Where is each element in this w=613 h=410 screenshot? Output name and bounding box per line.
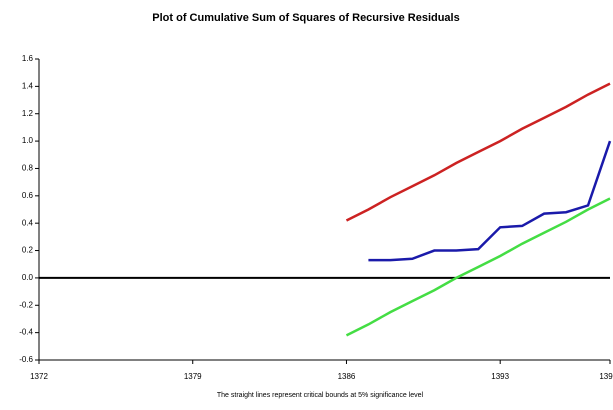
chart-title: Plot of Cumulative Sum of Squares of Rec…	[152, 12, 459, 24]
x-tick-label: 139	[599, 372, 613, 381]
y-tick-label: 0.6	[22, 191, 34, 200]
y-tick-label: 1.0	[22, 136, 34, 145]
y-tick-label: 0.0	[22, 273, 34, 282]
series-line	[368, 140, 612, 262]
y-tick-label: 1.6	[22, 54, 34, 63]
series-line	[345, 82, 611, 222]
y-tick-label: 0.8	[22, 164, 34, 173]
series-line	[345, 197, 611, 337]
y-tick-label: -0.2	[19, 300, 33, 309]
y-tick-label: -0.4	[19, 328, 33, 337]
y-tick-label: 1.4	[22, 81, 34, 90]
footnote: The straight lines represent critical bo…	[217, 392, 424, 399]
y-tick-label: 1.2	[22, 109, 34, 118]
x-tick-label: 1379	[184, 372, 202, 381]
y-tick-label: 0.2	[22, 246, 34, 255]
x-tick-label: 1393	[491, 372, 509, 381]
x-tick-label: 1372	[30, 372, 48, 381]
x-tick-label: 1386	[338, 372, 356, 381]
y-tick-label: -0.6	[19, 355, 33, 364]
y-tick-label: 0.4	[22, 218, 34, 227]
